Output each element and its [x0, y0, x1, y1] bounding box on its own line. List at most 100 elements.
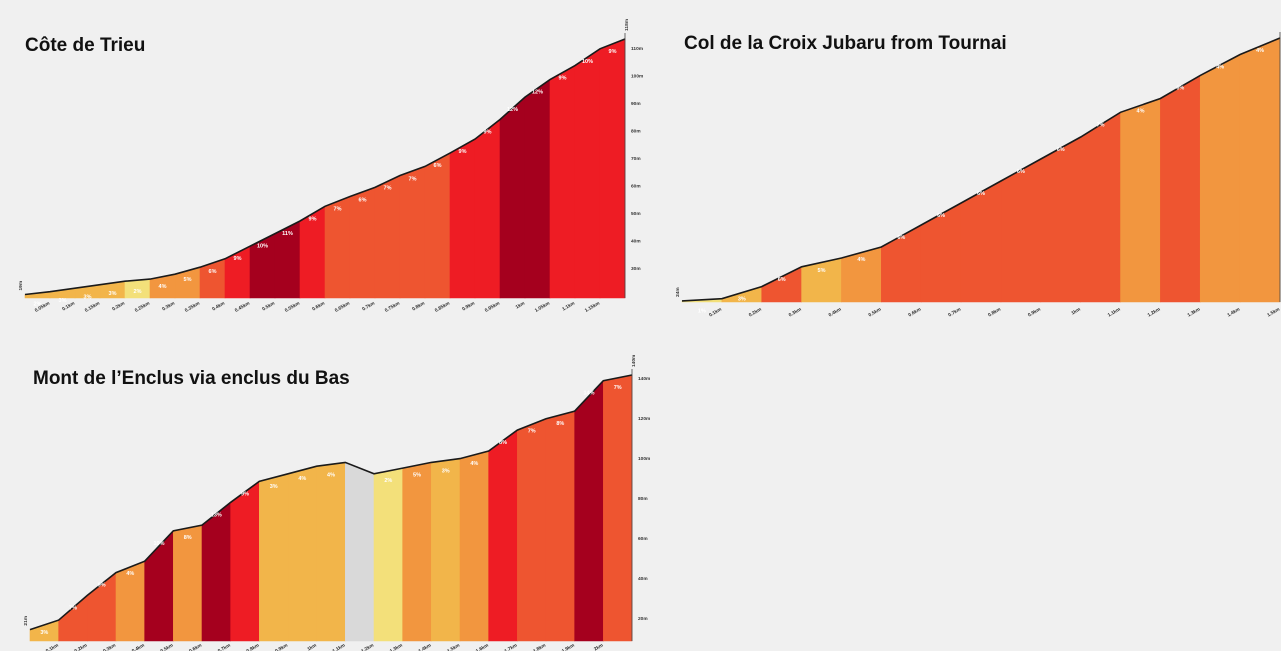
gradient-label: 4% [327, 472, 335, 478]
x-tick-label: 0.4km [211, 301, 226, 313]
x-tick-label: 1.1km [561, 301, 576, 313]
profile-segment [517, 418, 547, 642]
profile-segment [599, 38, 626, 299]
profile-segment [316, 462, 346, 642]
gradient-label: 14% [583, 391, 594, 397]
x-tick-label: 0.6km [311, 301, 326, 313]
gradient-label: 7% [614, 385, 622, 391]
x-tick-label: 1.1km [332, 643, 347, 651]
x-tick-label: 0.95km [484, 301, 501, 314]
gradient-label: 4% [470, 461, 478, 467]
gradient-label: 4% [298, 476, 306, 482]
gradient-label: 3% [738, 297, 746, 303]
x-tick-label: 1.5km [1266, 307, 1281, 319]
profile-segment [144, 530, 174, 642]
gradient-label: 9% [98, 583, 106, 589]
profile-segment [345, 461, 375, 642]
x-tick-label: 0.3km [102, 643, 117, 651]
profile-segment [1239, 37, 1281, 303]
x-tick-label: 0.8km [987, 307, 1002, 319]
gradient-label: 7% [409, 176, 417, 182]
profile-segment [574, 379, 604, 642]
gradient-label: 3% [59, 298, 67, 304]
gradient-label: 9% [234, 256, 242, 262]
x-tick-label: 1.9km [561, 643, 576, 651]
gradient-label: 4% [126, 571, 134, 577]
start-elevation-label: 21m [23, 616, 29, 626]
y-tick-label: 80m [631, 129, 641, 135]
x-tick-label: 1.2km [1147, 307, 1162, 319]
x-tick-label: 1.3km [1186, 307, 1201, 319]
profile-segment [349, 186, 376, 299]
gradient-label: 7% [334, 207, 342, 213]
y-tick-label: 90m [631, 101, 641, 107]
profile-segment [1080, 111, 1121, 303]
gradient-label: 4% [1216, 65, 1224, 71]
x-tick-label: 0.5km [160, 643, 175, 651]
gradient-label: 4% [1256, 48, 1264, 54]
x-tick-label: 0.85km [434, 301, 451, 314]
gradient-label: 5% [818, 268, 826, 274]
gradient-label: 11% [282, 231, 293, 237]
x-tick-label: 0.2km [748, 307, 763, 319]
x-tick-label: 1km [1070, 307, 1081, 317]
gradient-label: 2% [34, 302, 42, 308]
chart-mont-de-l-enclus: 3% 7% 9% 4% 10% 8% 13% 9% 3% 4% 4% 2% 5% 3% 4% 8% 7% 8% 14… [0, 330, 650, 651]
profile-segment [199, 258, 226, 299]
x-tick-label: 0.9km [1027, 307, 1042, 319]
y-tick-label: 30m [631, 266, 641, 272]
x-tick-label: 0.65km [334, 301, 351, 314]
x-tick-label: 0.9km [274, 643, 289, 651]
x-tick-label: 1km [306, 643, 317, 651]
y-tick-label: 60m [631, 184, 641, 190]
gradient-label: 3% [40, 630, 48, 636]
gradient-label: 9% [459, 149, 467, 155]
profile-segment [603, 374, 633, 642]
x-tick-label: 1.4km [1226, 307, 1241, 319]
x-tick-label: 0.6km [188, 643, 203, 651]
chart-cote-de-trieu-svg: 2% 3% 3% 3% 2% 4% 5% 6% 9% 10% 11% 9% 7% 6% 7% 7% 6% 9% 9%… [18, 19, 643, 314]
chart-mont-de-l-enclus-svg: 3% 7% 9% 4% 10% 8% 13% 9% 3% 4% 4% 2% 5% 3% 4% 8% 7% 8% 14… [23, 355, 650, 651]
profile-segment [459, 450, 489, 642]
gradient-label: 10% [582, 59, 593, 65]
start-elevation-label: 24m [675, 287, 681, 297]
profile-segment [431, 458, 461, 642]
profile-segment [224, 245, 251, 299]
x-tick-label: 1.3km [389, 643, 404, 651]
x-tick-label: 0.2km [111, 301, 126, 313]
x-tick-label: 1.8km [532, 643, 547, 651]
profile-segment [173, 524, 203, 642]
gradient-label: 9% [609, 49, 617, 55]
profile-line [24, 38, 626, 296]
x-tick-label: 1km [515, 301, 526, 311]
x-tick-label: 0.7km [947, 307, 962, 319]
gradient-label: 6% [1057, 147, 1065, 153]
profile-segment [230, 480, 260, 642]
y-tick-label: 50m [631, 211, 641, 217]
x-tick-label: 0.2km [74, 643, 89, 651]
x-tick-label: 0.55km [284, 301, 301, 314]
x-tick-label: 0.5km [868, 307, 883, 319]
profile-segment [374, 175, 401, 299]
profile-segment [201, 501, 231, 642]
profile-segment [373, 467, 403, 642]
profile-segment [287, 465, 317, 642]
x-tick-label: 0.5km [261, 301, 276, 313]
chart-cote-de-trieu: 2% 3% 3% 3% 2% 4% 5% 6% 9% 10% 11% 9% 7% 6% 7% 7% 6% 9% 9%… [0, 0, 643, 330]
gradient-label: 4% [159, 284, 167, 290]
profile-segment [259, 473, 289, 642]
x-tick-label: 0.75km [384, 301, 401, 314]
y-tick-label: 70m [631, 156, 641, 162]
chart-title: Col de la Croix Jubaru from Tournai [684, 33, 1007, 54]
profile-line [681, 37, 1281, 302]
profile-segment [474, 118, 501, 299]
profile-line [29, 374, 633, 631]
gradient-label: 6% [434, 163, 442, 169]
chart-col-de-la-croix-jubaru-svg: 1% 3% 6% 5% 4% 6% 6% 6% 6% 6% 7% 4% 6% 4% 4% 0.1km 0.2km… [675, 32, 1281, 319]
gradient-label: 6% [209, 269, 217, 275]
x-tick-label: 0.15km [84, 301, 101, 314]
gradient-label: 1% [698, 309, 706, 315]
x-tick-label: 1.4km [418, 643, 433, 651]
profile-segment [1120, 98, 1161, 303]
y-tick-label: 40m [631, 239, 641, 245]
